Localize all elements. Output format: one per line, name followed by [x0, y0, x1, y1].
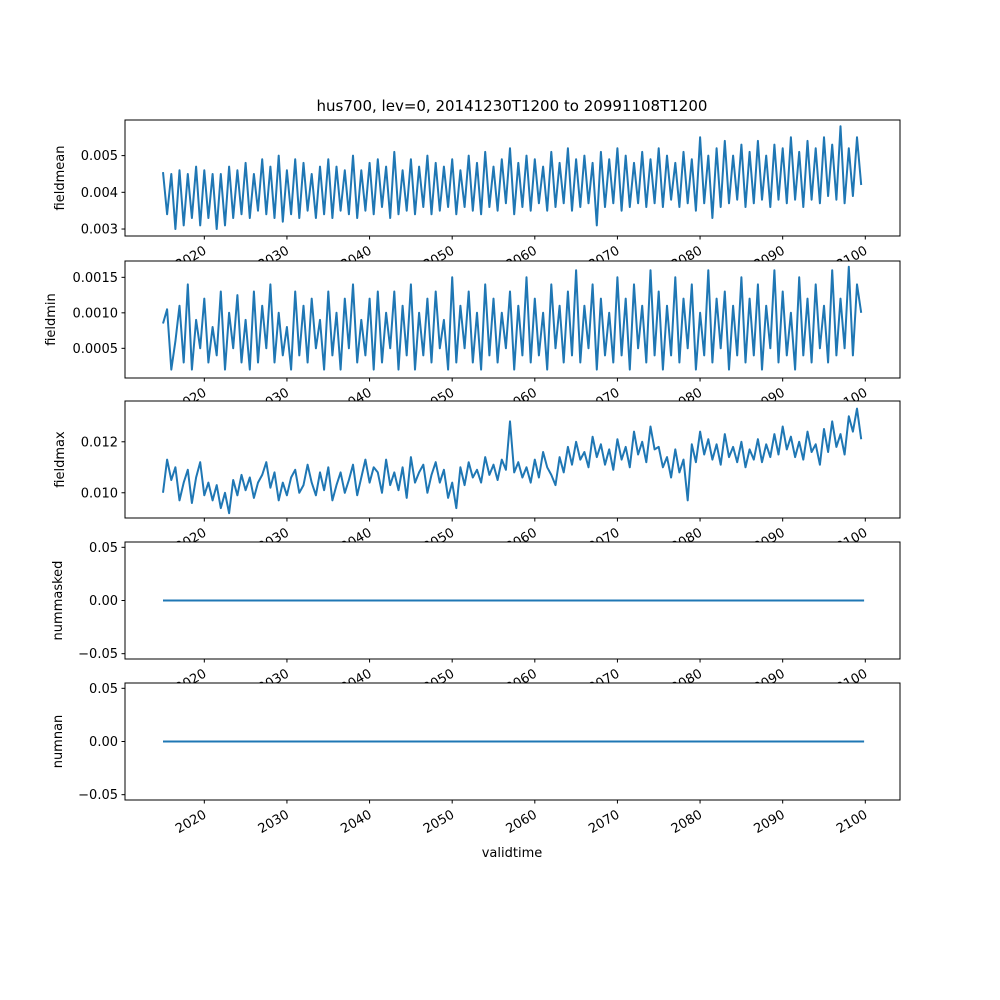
y-tick-label: 0.005	[81, 149, 118, 164]
y-tick-label: 0.00	[89, 735, 118, 750]
y-tick-label: 0.004	[81, 186, 118, 201]
y-tick-label: 0.0010	[73, 306, 119, 321]
y-tick-label: 0.0015	[73, 271, 119, 286]
y-axis-label: fieldmax	[53, 431, 68, 488]
y-tick-label: 0.003	[81, 223, 118, 238]
y-axis-label: fieldmean	[53, 146, 68, 211]
y-tick-label: 0.010	[81, 486, 118, 501]
y-tick-label: 0.05	[89, 682, 118, 697]
x-axis-label: validtime	[482, 846, 543, 861]
y-tick-label: 0.012	[81, 435, 118, 450]
series-line-fieldmean	[162, 125, 863, 230]
y-tick-label: −0.05	[78, 647, 118, 662]
y-tick-label: 0.05	[89, 541, 118, 556]
y-axis-label: nummasked	[51, 561, 66, 641]
y-axis-label: fieldmin	[44, 293, 59, 346]
y-axis-label: numnan	[51, 715, 66, 769]
axes-frame	[124, 119, 901, 237]
axes-frame	[124, 400, 901, 519]
y-tick-label: 0.00	[89, 594, 118, 609]
y-tick-label: 0.0005	[73, 342, 119, 357]
chart-title: hus700, lev=0, 20141230T1200 to 20991108…	[317, 97, 708, 115]
axes-frame	[124, 260, 901, 379]
series-line-fieldmin	[162, 265, 863, 371]
series-line-fieldmax	[162, 407, 863, 515]
y-tick-label: −0.05	[78, 788, 118, 803]
